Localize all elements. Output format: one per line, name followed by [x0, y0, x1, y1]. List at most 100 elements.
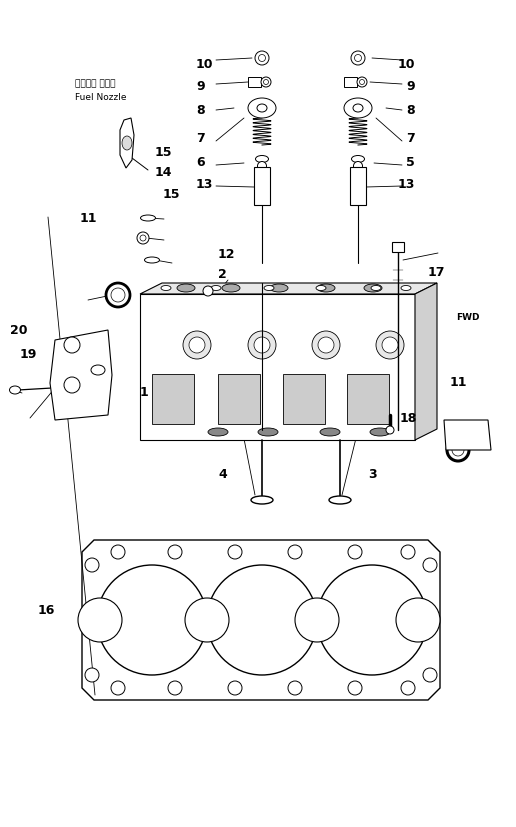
Ellipse shape — [452, 444, 464, 456]
Ellipse shape — [354, 55, 362, 61]
Ellipse shape — [351, 170, 364, 176]
Ellipse shape — [264, 79, 268, 84]
Text: 16: 16 — [38, 605, 55, 618]
Text: 9: 9 — [407, 80, 415, 93]
Circle shape — [97, 565, 207, 675]
Ellipse shape — [257, 161, 266, 170]
Ellipse shape — [9, 386, 21, 394]
Ellipse shape — [264, 285, 274, 290]
Ellipse shape — [161, 285, 171, 290]
Text: 4: 4 — [218, 467, 227, 480]
Text: 10: 10 — [397, 59, 415, 71]
Circle shape — [228, 681, 242, 695]
Text: 5: 5 — [406, 155, 415, 169]
Text: 9: 9 — [196, 80, 205, 93]
Ellipse shape — [317, 284, 335, 292]
Ellipse shape — [447, 439, 469, 461]
Ellipse shape — [353, 104, 363, 112]
Circle shape — [64, 337, 80, 353]
Text: 7: 7 — [196, 131, 205, 145]
Circle shape — [401, 545, 415, 559]
Ellipse shape — [91, 365, 105, 375]
Text: 18: 18 — [400, 413, 417, 426]
Ellipse shape — [351, 155, 364, 162]
Text: 2: 2 — [218, 267, 227, 280]
Text: 10: 10 — [196, 59, 214, 71]
Bar — [350, 167, 366, 205]
Circle shape — [423, 558, 437, 572]
Bar — [347, 374, 389, 424]
Ellipse shape — [371, 285, 381, 290]
Circle shape — [401, 681, 415, 695]
Ellipse shape — [248, 98, 276, 118]
Text: 11: 11 — [80, 213, 98, 226]
Ellipse shape — [344, 98, 372, 118]
Circle shape — [423, 668, 437, 682]
Circle shape — [111, 545, 125, 559]
Ellipse shape — [189, 337, 205, 353]
Text: 15: 15 — [155, 146, 172, 159]
Polygon shape — [120, 118, 134, 168]
Ellipse shape — [248, 331, 276, 359]
Ellipse shape — [259, 55, 266, 61]
Polygon shape — [444, 420, 491, 450]
Ellipse shape — [144, 257, 159, 263]
Circle shape — [78, 598, 122, 642]
Text: 6: 6 — [196, 155, 205, 169]
Circle shape — [396, 598, 440, 642]
Bar — [344, 77, 357, 87]
Ellipse shape — [106, 283, 130, 307]
Text: 13: 13 — [398, 178, 415, 190]
Text: 20: 20 — [10, 323, 27, 337]
Text: 11: 11 — [450, 376, 467, 390]
Ellipse shape — [137, 232, 149, 244]
Ellipse shape — [177, 284, 195, 292]
Ellipse shape — [357, 77, 367, 87]
Circle shape — [288, 545, 302, 559]
Ellipse shape — [261, 77, 271, 87]
Ellipse shape — [183, 331, 211, 359]
Ellipse shape — [329, 496, 351, 504]
Ellipse shape — [382, 337, 398, 353]
Ellipse shape — [254, 337, 270, 353]
Bar — [152, 374, 194, 424]
Bar — [248, 77, 261, 87]
Circle shape — [317, 565, 427, 675]
Ellipse shape — [255, 51, 269, 65]
Ellipse shape — [360, 79, 364, 84]
Ellipse shape — [257, 104, 267, 112]
Ellipse shape — [140, 215, 155, 221]
Ellipse shape — [251, 496, 273, 504]
Circle shape — [228, 545, 242, 559]
Circle shape — [111, 681, 125, 695]
Text: フェエル ノズル: フェエル ノズル — [75, 79, 116, 88]
Ellipse shape — [111, 288, 125, 302]
Ellipse shape — [211, 285, 221, 290]
Circle shape — [207, 565, 317, 675]
Text: 14: 14 — [155, 165, 172, 179]
Text: 8: 8 — [196, 104, 205, 117]
Ellipse shape — [255, 170, 268, 176]
Circle shape — [185, 598, 229, 642]
Circle shape — [168, 681, 182, 695]
Circle shape — [386, 426, 394, 434]
Text: Fuel Nozzle: Fuel Nozzle — [75, 93, 126, 102]
Ellipse shape — [270, 284, 288, 292]
Polygon shape — [415, 283, 437, 440]
Ellipse shape — [122, 136, 132, 150]
Ellipse shape — [255, 155, 268, 162]
Text: 15: 15 — [163, 189, 181, 202]
Text: 1: 1 — [140, 385, 149, 399]
Bar — [140, 294, 415, 440]
Ellipse shape — [316, 285, 326, 290]
Text: 8: 8 — [407, 104, 415, 117]
Text: 17: 17 — [428, 265, 445, 279]
Circle shape — [64, 377, 80, 393]
Circle shape — [85, 668, 99, 682]
Ellipse shape — [222, 284, 240, 292]
Ellipse shape — [318, 337, 334, 353]
Circle shape — [348, 681, 362, 695]
Bar — [392, 242, 404, 252]
Ellipse shape — [351, 51, 365, 65]
Circle shape — [168, 545, 182, 559]
